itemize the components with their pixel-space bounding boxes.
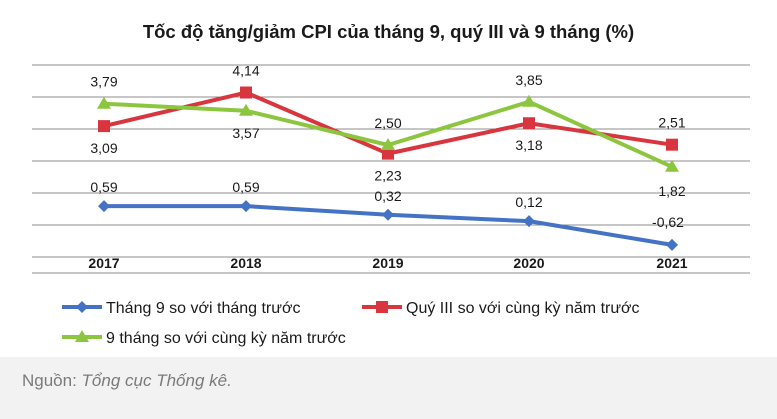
data-point-s1-2017 [98,120,110,133]
data-label-s1-2021: 2,51 [658,115,685,131]
data-point-s2-2020 [522,94,536,107]
legend-marker-2 [75,330,89,342]
legend-label-0: Tháng 9 so với tháng trước [106,300,300,317]
source-name: Tổng cục Thống kê. [81,371,232,390]
data-label-s0-2020: 0,12 [515,194,542,210]
legend-marker-1 [376,301,388,313]
data-label-s2-2021: 1,82 [658,183,685,199]
data-point-s1-2019 [382,147,394,160]
data-label-s1-2019: 2,23 [374,168,401,184]
data-point-s2-2018 [239,103,253,116]
data-point-s1-2021 [666,138,678,151]
data-label-s2-2018: 3,57 [232,125,259,141]
source-note: Nguồn: Tổng cục Thống kê. [22,371,232,391]
data-label-s2-2019: 2,50 [374,115,401,131]
x-tick-label-2018: 2018 [230,255,261,271]
data-label-s2-2017: 3,79 [90,74,117,90]
data-label-s0-2017: 0,59 [90,179,117,195]
x-tick-label-2019: 2019 [372,255,403,271]
data-label-s2-2020: 3,85 [515,72,542,88]
data-point-s2-2021 [665,159,679,172]
data-point-s0-2018 [240,200,252,213]
line-chart: Tốc độ tăng/giảm CPI của tháng 9, quý II… [32,21,750,347]
source-bar: Nguồn: Tổng cục Thống kê. [0,357,777,419]
data-point-s0-2017 [98,200,110,213]
data-point-s1-2018 [240,86,252,99]
data-point-s0-2020 [523,215,535,228]
data-label-s1-2020: 3,18 [515,137,542,153]
source-prefix: Nguồn: [22,371,82,390]
data-label-s0-2018: 0,59 [232,179,259,195]
legend-marker-0 [76,301,88,313]
data-point-s1-2020 [523,117,535,130]
data-point-s2-2017 [97,96,111,109]
data-label-s0-2021: -0,62 [652,214,684,230]
chart-title: Tốc độ tăng/giảm CPI của tháng 9, quý II… [143,21,634,42]
data-label-s1-2017: 3,09 [90,140,117,156]
data-point-s2-2019 [381,138,395,150]
data-point-s0-2021 [666,238,678,251]
x-tick-label-2017: 2017 [88,255,119,271]
data-label-s1-2018: 4,14 [232,63,259,79]
legend-label-1: Quý III so với cùng kỳ năm trước [406,300,640,317]
data-label-s0-2019: 0,32 [374,188,401,204]
data-point-s0-2019 [382,208,394,221]
x-tick-label-2021: 2021 [656,255,687,271]
chart-area: Tốc độ tăng/giảm CPI của tháng 9, quý II… [32,21,750,347]
x-tick-label-2020: 2020 [513,255,544,271]
legend-label-2: 9 tháng so với cùng kỳ năm trước [106,330,346,347]
